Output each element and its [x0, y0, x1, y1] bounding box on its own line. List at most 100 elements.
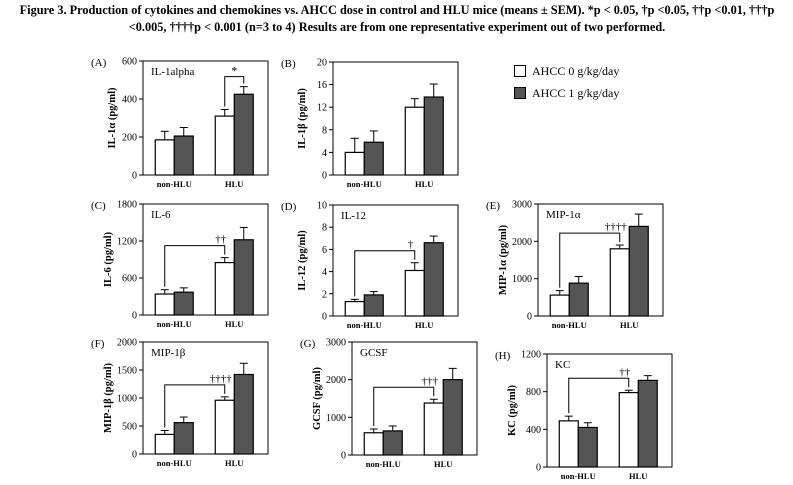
panel-label: (E)	[486, 200, 500, 212]
y-axis-label: IL-1β (pg/ml)	[297, 88, 308, 149]
bar	[214, 399, 235, 455]
y-tick-label: 1800	[117, 200, 137, 211]
y-axis-label: MIP-1β (pg/ml)	[103, 363, 114, 433]
significance-bracket	[224, 76, 245, 107]
legend-label: AHCC 0 g/kg/day	[532, 63, 620, 78]
y-tick-label: 400	[526, 425, 541, 436]
chart-panel: 0 200 400 600 (A) IL-1α (pg/ml) IL-1alpha non-H…	[91, 57, 269, 189]
bar	[558, 420, 579, 468]
significance-bracket	[164, 245, 226, 287]
bar	[628, 225, 649, 317]
y-tick-label: 0	[322, 312, 327, 323]
chart-panel: 0 600 1200 1800 (C) IL-6 (pg/ml) IL-6 non-HLU HL…	[91, 200, 269, 329]
significance-marker: *	[231, 64, 237, 78]
y-tick-label: 400	[122, 95, 137, 106]
x-tick-label: HLU	[620, 320, 638, 330]
y-axis-label: KC (pg/ml)	[507, 384, 518, 436]
y-tick-label: 2000	[117, 338, 137, 349]
x-tick-label: non-HLU	[157, 319, 192, 329]
significance-bracket	[354, 250, 416, 297]
panel-label: (H)	[495, 350, 511, 362]
x-tick-label: non-HLU	[157, 458, 192, 468]
chart-title: KC	[555, 359, 570, 371]
bar	[637, 379, 658, 468]
x-tick-label: non-HLU	[157, 179, 192, 189]
bar	[618, 392, 639, 468]
plot-frame	[332, 61, 459, 176]
y-axis-label: IL-1α (pg/ml)	[107, 87, 118, 148]
y-tick-label: 6	[322, 245, 327, 256]
y-tick-label: 0	[536, 463, 541, 474]
bar	[173, 291, 194, 316]
y-axis-label: MIP-1α (pg/ml)	[498, 224, 509, 295]
significance-marker: ††	[215, 234, 227, 246]
bar	[154, 293, 175, 316]
chart-panel: 0 1000 2000 3000 (G) GCSF (pg/ml) GCSF non-HLU H…	[300, 338, 478, 469]
plot-frame	[332, 204, 459, 317]
y-tick-label: 0	[341, 451, 346, 462]
bar	[382, 430, 403, 456]
chart-title: IL-1alpha	[151, 66, 194, 78]
bar	[214, 115, 235, 176]
bar	[423, 242, 444, 317]
y-tick-label: 8	[322, 223, 327, 234]
bar	[404, 269, 425, 317]
bar	[423, 96, 444, 176]
y-tick-label: 200	[122, 133, 137, 144]
significance-marker: ††	[619, 366, 631, 378]
panel-label: (F)	[91, 338, 105, 350]
plot-frame	[546, 353, 673, 468]
bar	[233, 373, 254, 455]
plot-frame	[351, 341, 478, 456]
bar	[404, 106, 425, 176]
chart-title: IL-6	[151, 209, 171, 221]
x-tick-label: HLU	[434, 459, 452, 469]
x-tick-label: non-HLU	[347, 179, 382, 189]
x-tick-label: HLU	[415, 320, 433, 330]
legend: AHCC 0 g/kg/day AHCC 1 g/kg/day	[514, 60, 619, 104]
significance-marker: ††††	[210, 373, 233, 385]
panel-label: (D)	[281, 201, 297, 213]
bar	[173, 422, 194, 455]
chart-title: GCSF	[360, 347, 388, 359]
y-tick-label: 600	[122, 274, 137, 285]
chart-panel: 0 2 4 6 8 10 (D) IL-12 (pg/ml) IL-12 non-HLU HLU †	[281, 201, 459, 330]
bar	[577, 426, 598, 468]
y-tick-label: 2	[322, 289, 327, 300]
bar	[609, 248, 630, 317]
x-tick-label: HLU	[225, 458, 243, 468]
y-tick-label: 1000	[326, 413, 346, 424]
panel-label: (G)	[300, 338, 316, 350]
y-tick-label: 1000	[117, 394, 137, 405]
plot-frame	[142, 203, 269, 316]
chart-panel: 0 4 8 12 16 20 (B) IL-1β (pg/ml) non-HLU HLU	[281, 58, 459, 189]
y-tick-label: 4	[322, 148, 327, 159]
bar	[154, 139, 175, 176]
y-axis-label: IL-12 (pg/ml)	[297, 230, 308, 291]
y-tick-label: 0	[132, 450, 137, 461]
bar	[344, 300, 365, 317]
y-tick-label: 1000	[512, 274, 532, 285]
chart-title: MIP-1β	[151, 347, 186, 359]
bar	[423, 402, 444, 456]
y-tick-label: 1200	[521, 350, 541, 361]
panel-label: (C)	[91, 200, 106, 212]
chart-panel: 0 400 800 1200 (H) KC (pg/ml) KC non-HLU HLU ††	[495, 350, 673, 481]
chart-panel: 0 500 1000 1500 2000 (F) MIP-1β (pg/ml) MIP-1β n…	[91, 338, 269, 468]
y-tick-label: 500	[122, 422, 137, 433]
y-tick-label: 1500	[117, 366, 137, 377]
bar	[363, 432, 384, 456]
bar	[214, 261, 235, 316]
x-tick-label: HLU	[629, 471, 647, 481]
legend-swatch-open	[514, 65, 526, 77]
bar	[363, 294, 384, 317]
significance-bracket	[164, 384, 226, 428]
significance-bracket	[373, 386, 435, 427]
y-tick-label: 12	[317, 103, 327, 114]
y-tick-label: 1200	[117, 237, 137, 248]
bar	[154, 433, 175, 455]
significance-marker: †††	[422, 375, 439, 387]
y-tick-label: 3000	[326, 338, 346, 349]
y-tick-label: 2000	[512, 237, 532, 248]
